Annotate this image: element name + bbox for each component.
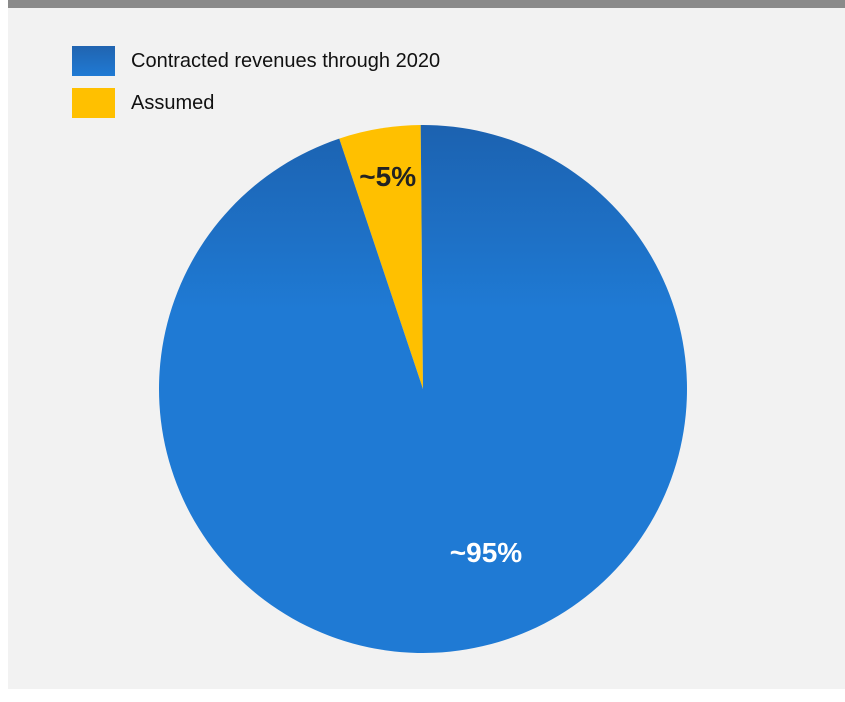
legend-label-assumed: Assumed [131, 91, 215, 114]
legend-swatch-assumed [72, 88, 115, 118]
pie-chart: ~5% ~95% [158, 125, 688, 653]
pie-slice-contracted [158, 125, 688, 653]
chart-frame: Contracted revenues through 2020 Assumed… [8, 0, 845, 689]
top-divider [8, 0, 845, 8]
legend-label-contracted: Contracted revenues through 2020 [131, 49, 441, 72]
pie-label-contracted: ~95% [450, 537, 522, 568]
legend-item-assumed: Assumed [72, 88, 440, 118]
pie-label-assumed: ~5% [359, 161, 416, 192]
legend-swatch-contracted [72, 46, 115, 76]
legend: Contracted revenues through 2020 Assumed [72, 46, 440, 130]
legend-item-contracted: Contracted revenues through 2020 [72, 46, 440, 76]
pie-slice-assumed [339, 125, 423, 389]
